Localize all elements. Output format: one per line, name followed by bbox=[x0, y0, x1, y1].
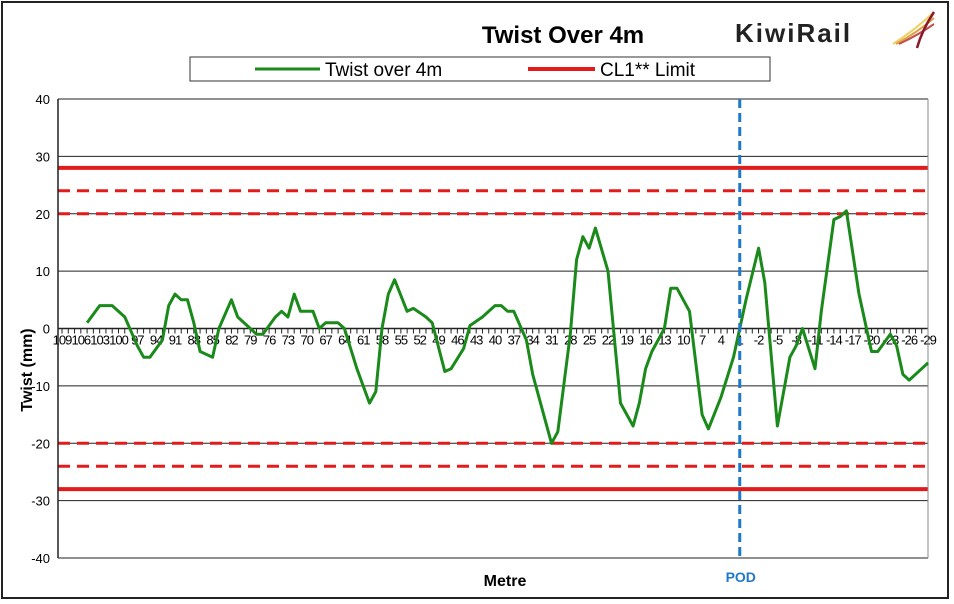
x-tick-label: 76 bbox=[263, 333, 276, 348]
x-tick-label: -14 bbox=[826, 333, 843, 348]
legend: Twist over 4m CL1** Limit bbox=[189, 56, 771, 82]
x-tick-label: -26 bbox=[901, 333, 918, 348]
y-tick-label: 40 bbox=[36, 92, 50, 107]
x-tick-label: 100 bbox=[109, 333, 128, 348]
x-tick-label: 25 bbox=[583, 333, 596, 348]
x-tick-label: 67 bbox=[319, 333, 332, 348]
x-tick-label: -20 bbox=[864, 333, 881, 348]
x-tick-label: 19 bbox=[621, 333, 634, 348]
x-tick-label: 70 bbox=[301, 333, 314, 348]
x-tick-label: -11 bbox=[808, 333, 824, 348]
x-tick-label: 7 bbox=[699, 333, 706, 348]
logo-text: KiwiRail bbox=[735, 18, 852, 48]
y-tick-label: -40 bbox=[31, 551, 50, 566]
y-axis-label: Twist (mm) bbox=[19, 328, 36, 411]
x-tick-label: 4 bbox=[718, 333, 725, 348]
y-tick-label: 20 bbox=[36, 207, 50, 222]
x-tick-label: -17 bbox=[845, 333, 862, 348]
x-tick-label: 52 bbox=[413, 333, 426, 348]
x-tick-label: 91 bbox=[169, 333, 182, 348]
legend-label-twist: Twist over 4m bbox=[325, 60, 442, 81]
x-tick-label: 61 bbox=[357, 333, 370, 348]
y-tick-label: 10 bbox=[36, 264, 50, 279]
x-tick-label: 37 bbox=[508, 333, 521, 348]
y-tick-label: -30 bbox=[31, 494, 50, 509]
x-tick-label: 109 bbox=[53, 333, 72, 348]
x-tick-label: 31 bbox=[545, 333, 558, 348]
y-tick-label: 0 bbox=[43, 322, 50, 337]
logo-swoosh-icon bbox=[892, 11, 936, 49]
x-tick-label: 103 bbox=[90, 333, 109, 348]
x-tick-label: -29 bbox=[920, 333, 937, 348]
kiwirail-logo: KiwiRail bbox=[735, 11, 936, 49]
y-tick-label: -10 bbox=[31, 379, 50, 394]
legend-label-limit: CL1** Limit bbox=[600, 60, 696, 81]
x-tick-label: 82 bbox=[225, 333, 238, 348]
x-tick-label: 43 bbox=[470, 333, 483, 348]
x-tick-label: 40 bbox=[489, 333, 502, 348]
y-tick-label: -20 bbox=[31, 436, 50, 451]
x-tick-label: -5 bbox=[773, 333, 783, 348]
x-tick-label: 46 bbox=[451, 333, 464, 348]
x-tick-label: 22 bbox=[602, 333, 615, 348]
x-tick-label: 73 bbox=[282, 333, 295, 348]
x-tick-label: -2 bbox=[754, 333, 764, 348]
chart-title: Twist Over 4m bbox=[482, 22, 644, 49]
series-line-twist bbox=[85, 209, 930, 445]
pod-label: POD bbox=[726, 569, 756, 585]
x-tick-label: 106 bbox=[71, 333, 90, 348]
y-tick-label: 30 bbox=[36, 149, 50, 164]
x-tick-label: 16 bbox=[639, 333, 652, 348]
x-tick-label: 55 bbox=[395, 333, 408, 348]
x-axis-label: Metre bbox=[484, 573, 527, 590]
x-tick-label: 34 bbox=[526, 333, 539, 348]
x-tick-label: 79 bbox=[244, 333, 257, 348]
x-tick-label: 10 bbox=[677, 333, 690, 348]
